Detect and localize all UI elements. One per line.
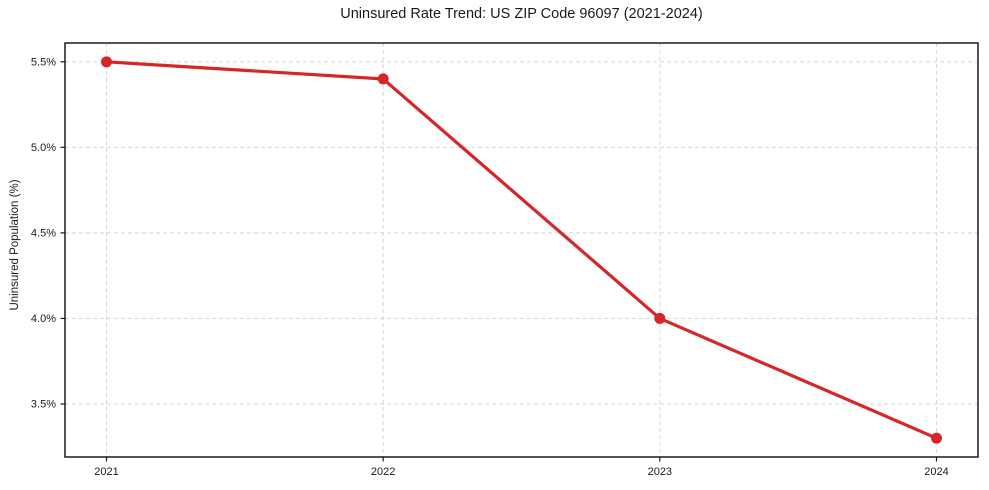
y-tick-label: 4.0% bbox=[31, 313, 56, 325]
plot-border bbox=[64, 42, 979, 458]
x-tick-label: 2022 bbox=[371, 466, 395, 478]
x-tick-label: 2023 bbox=[648, 466, 672, 478]
data-point bbox=[101, 56, 112, 68]
y-tick-label: 5.0% bbox=[31, 142, 56, 154]
chart-title: Uninsured Rate Trend: US ZIP Code 96097 … bbox=[340, 6, 703, 22]
y-tick-label: 5.5% bbox=[31, 56, 56, 68]
y-tick-label: 3.5% bbox=[31, 398, 56, 410]
series-line bbox=[104, 60, 939, 440]
x-tick-label: 2021 bbox=[94, 466, 118, 478]
x-tick-label: 2024 bbox=[924, 466, 948, 478]
data-point bbox=[654, 312, 666, 324]
data-point bbox=[931, 432, 942, 444]
data-point bbox=[377, 73, 389, 85]
y-tick-label: 4.5% bbox=[31, 227, 56, 239]
